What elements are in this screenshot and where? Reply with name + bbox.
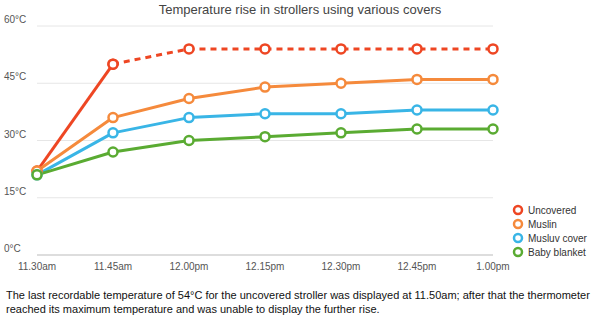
chart-title: Temperature rise in strollers using vari… (159, 2, 442, 17)
point-marker (337, 44, 346, 53)
series-line (37, 79, 493, 171)
x-tick-label: 11.45am (94, 261, 132, 272)
x-tick-label: 12.30pm (322, 261, 361, 272)
point-marker (33, 170, 42, 179)
x-tick-label: 12.45pm (398, 261, 437, 272)
y-axis-line (37, 26, 38, 255)
y-tick-label: 15°C (4, 186, 26, 197)
point-marker (185, 113, 194, 122)
point-marker (413, 105, 422, 114)
point-marker (261, 83, 270, 92)
grid-line (37, 197, 493, 198)
point-marker (337, 79, 346, 88)
legend-label: Uncovered (528, 205, 576, 216)
point-marker (109, 113, 118, 122)
legend-marker (514, 248, 522, 256)
point-marker (337, 109, 346, 118)
point-marker (413, 125, 422, 134)
x-tick-label: 11.30am (18, 261, 56, 272)
point-marker (185, 44, 194, 53)
point-marker (33, 170, 42, 179)
legend-marker (514, 220, 522, 228)
footnote: The last recordable temperature of 54°C … (6, 288, 594, 316)
legend-label: Musluv cover (528, 233, 588, 244)
series-group (33, 44, 498, 179)
legend-label: Muslin (528, 219, 557, 230)
point-marker (489, 105, 498, 114)
grid-line (37, 255, 493, 256)
point-marker (489, 44, 498, 53)
point-marker (185, 94, 194, 103)
grid-line (37, 26, 493, 27)
series-line (37, 129, 493, 175)
point-marker (413, 75, 422, 84)
point-marker (261, 132, 270, 141)
legend-label: Baby blanket (528, 247, 586, 258)
x-tick-label: 1.00pm (476, 261, 509, 272)
point-marker (489, 125, 498, 134)
point-marker (337, 128, 346, 137)
x-tick-label: 12.00pm (170, 261, 209, 272)
point-marker (109, 60, 118, 69)
point-marker (109, 128, 118, 137)
y-tick-label: 30°C (4, 129, 26, 140)
point-marker (261, 109, 270, 118)
series-line (37, 110, 493, 175)
series-line (113, 49, 493, 64)
legend-marker (514, 206, 522, 214)
point-marker (489, 75, 498, 84)
point-marker (109, 60, 118, 69)
x-tick-label: 12.15pm (246, 261, 285, 272)
y-tick-label: 45°C (4, 71, 26, 82)
chart: Temperature rise in strollers using vari… (0, 0, 600, 318)
y-tick-label: 60°C (4, 14, 26, 25)
legend-marker (514, 234, 522, 242)
point-marker (261, 44, 270, 53)
point-marker (109, 147, 118, 156)
point-marker (413, 44, 422, 53)
point-marker (185, 136, 194, 145)
y-tick-label: 0°C (4, 243, 21, 254)
